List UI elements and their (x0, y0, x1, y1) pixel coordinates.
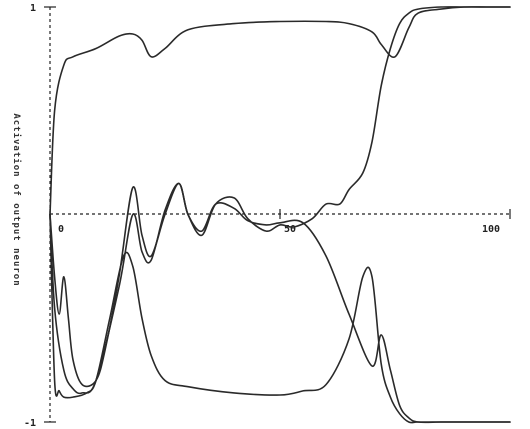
y-axis-title: Activation of output neuron (11, 113, 22, 286)
x-tick-label-100: 100 (482, 224, 500, 235)
axes (44, 6, 511, 423)
y-tick-label-bottom: -1 (24, 418, 36, 429)
x-tick-label-50: 50 (284, 224, 296, 235)
series-line-3 (49, 182, 511, 424)
x-tick-label-0: 0 (58, 224, 64, 235)
series-line-4 (49, 213, 511, 424)
tick-labels: 1 -1 0 50 100 (24, 3, 500, 429)
y-tick-label-top: 1 (30, 3, 36, 14)
series-line-2 (49, 6, 511, 395)
series-line-1 (49, 6, 511, 216)
series-layer (49, 6, 511, 424)
